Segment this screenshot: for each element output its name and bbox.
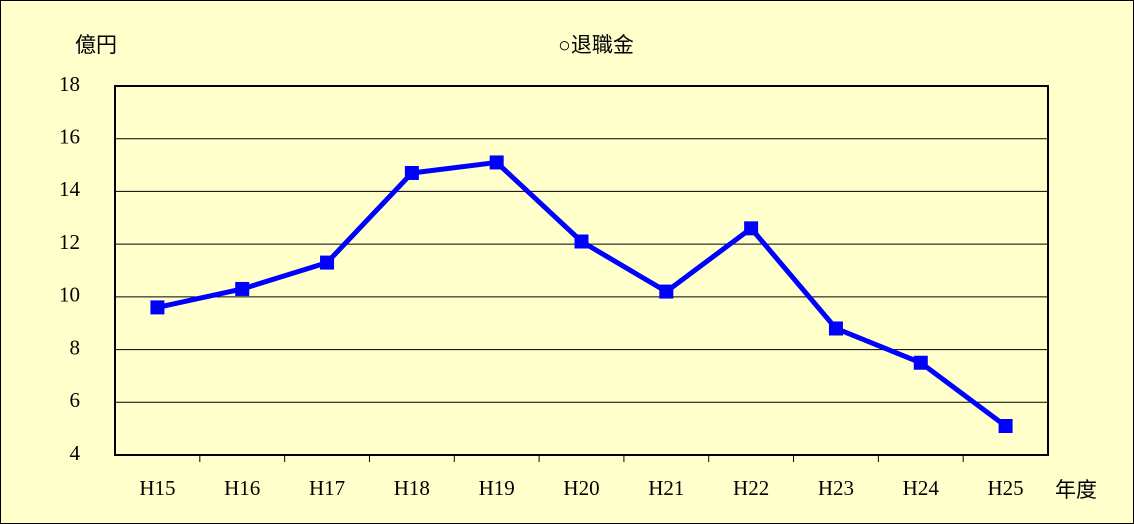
point-marker — [489, 155, 504, 170]
x-tick-label: H15 — [139, 476, 175, 500]
point-marker — [320, 255, 335, 270]
x-tick-label: H17 — [309, 476, 345, 500]
y-tick-label: 14 — [59, 177, 81, 201]
x-tick-label: H22 — [733, 476, 769, 500]
chart-title: ○退職金 — [558, 33, 634, 57]
point-marker — [998, 419, 1013, 434]
plot-border — [114, 85, 1049, 456]
plot-area — [115, 86, 1048, 455]
x-tick-label: H25 — [988, 476, 1024, 500]
point-marker — [744, 221, 759, 236]
point-marker — [235, 281, 250, 296]
x-tick-label: H16 — [224, 476, 260, 500]
y-tick-label: 6 — [70, 388, 81, 412]
y-tick-label: 12 — [59, 230, 80, 254]
point-marker — [828, 321, 843, 336]
y-axis-label: 億円 — [75, 33, 117, 57]
y-tick-label: 16 — [59, 125, 80, 149]
point-marker — [404, 165, 419, 180]
y-tick-label: 18 — [59, 72, 80, 96]
y-tick-label: 10 — [59, 283, 80, 307]
x-axis-label: 年度 — [1055, 478, 1097, 502]
point-marker — [574, 234, 589, 249]
x-tick-label: H20 — [563, 476, 599, 500]
y-tick-label: 4 — [70, 441, 81, 465]
x-tick-label: H19 — [479, 476, 515, 500]
point-marker — [659, 284, 674, 299]
x-tick-label: H24 — [903, 476, 940, 500]
y-tick-label: 8 — [70, 335, 81, 359]
x-tick-label: H18 — [394, 476, 430, 500]
point-marker — [150, 300, 165, 315]
x-tick-label: H21 — [648, 476, 684, 500]
x-tick-label: H23 — [818, 476, 854, 500]
point-marker — [913, 355, 928, 370]
